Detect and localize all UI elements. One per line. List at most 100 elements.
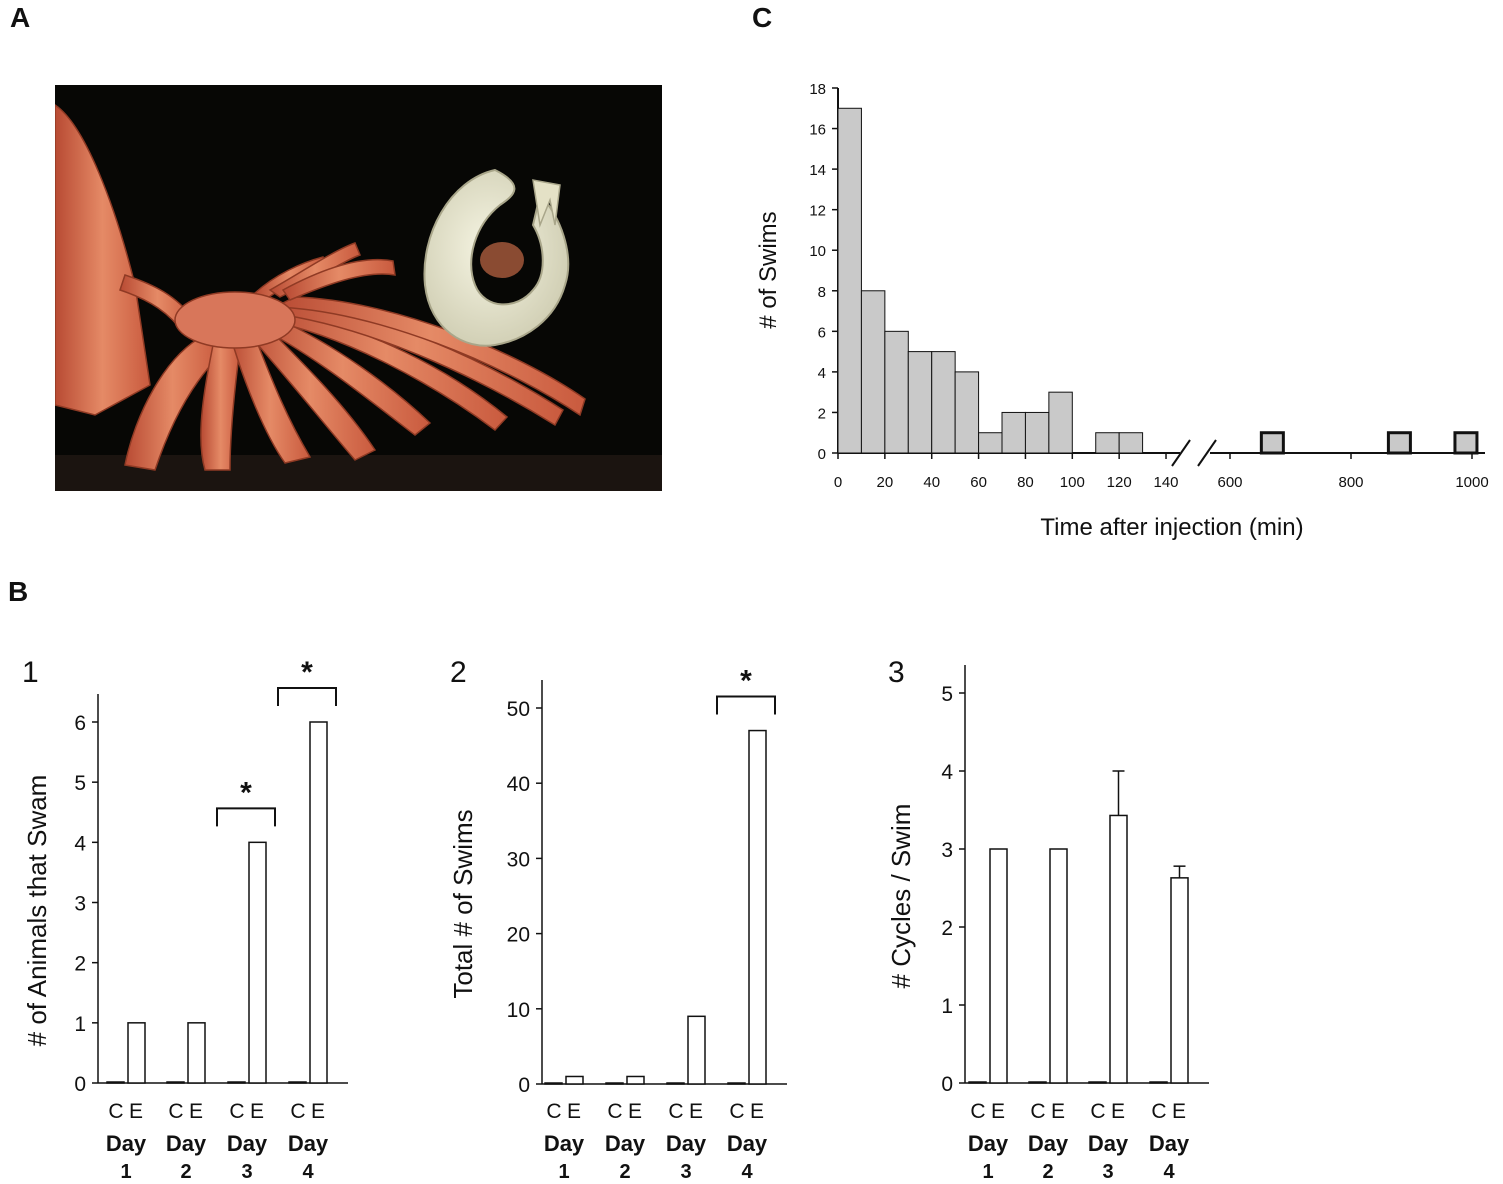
b-y-tick-label: 20 — [507, 924, 530, 947]
b-bar-experimental — [748, 729, 767, 1085]
b-bar-experimental — [187, 1022, 206, 1084]
b-day-number: 1 — [982, 1161, 993, 1183]
b-day-number: 4 — [741, 1161, 753, 1183]
b-day-label: Day — [605, 1131, 646, 1156]
b-day-number: 3 — [680, 1161, 691, 1183]
b-group-label-c: C — [229, 1100, 244, 1123]
b-significance-bracket — [277, 687, 337, 706]
b-y-tick-label: 2 — [941, 917, 953, 940]
b-group-label-c: C — [668, 1100, 683, 1123]
b-bar-experimental — [565, 1075, 584, 1085]
b-y-tick-label: 0 — [518, 1074, 530, 1097]
b-significance-bracket — [716, 695, 776, 715]
c-x-tick-label: 600 — [1217, 474, 1242, 491]
c-y-tick-label: 12 — [809, 203, 826, 220]
c-x-tick-label: 0 — [834, 474, 842, 491]
b-y-tick-label: 5 — [74, 772, 86, 795]
c-y-tick-label: 4 — [818, 365, 826, 382]
b-bar-control — [227, 1081, 246, 1084]
b-y-tick-label: 1 — [74, 1013, 86, 1036]
b-y-tick-label: 2 — [74, 953, 86, 976]
c-histogram-bar-late — [1386, 431, 1412, 455]
b-group-label-e: E — [628, 1100, 642, 1123]
c-x-tick-label: 1000 — [1455, 474, 1488, 491]
b-y-tick-label: 0 — [941, 1073, 953, 1096]
c-y-tick-label: 6 — [818, 324, 826, 341]
b-bar-experimental — [687, 1015, 706, 1085]
c-x-tick-label: 20 — [877, 474, 894, 491]
c-y-tick-label: 16 — [809, 122, 826, 139]
b-day-label: Day — [727, 1131, 768, 1156]
b-day-label: Day — [544, 1131, 585, 1156]
c-x-tick-label: 800 — [1338, 474, 1363, 491]
c-axis-break-mark — [1171, 439, 1191, 467]
b-group-label-c: C — [546, 1100, 561, 1123]
b-day-label: Day — [968, 1131, 1009, 1156]
b-group-label-c: C — [970, 1100, 985, 1123]
b-day-number: 3 — [1102, 1161, 1113, 1183]
b-group-label-e: E — [129, 1100, 143, 1123]
b-day-number: 4 — [302, 1161, 314, 1183]
b-y-tick-label: 40 — [507, 773, 530, 796]
b-y-tick-label: 3 — [74, 893, 86, 916]
c-y-tick-label: 8 — [818, 284, 826, 301]
b-y-tick-label: 1 — [941, 995, 953, 1018]
b-bar-experimental — [989, 848, 1008, 1084]
c-histogram-bar — [1095, 432, 1120, 454]
b-bar-control — [106, 1081, 125, 1084]
b-y-tick-label: 5 — [941, 683, 953, 706]
b-group-label-e: E — [991, 1100, 1005, 1123]
b-bar-experimental — [1109, 814, 1128, 1084]
b-significance-star: * — [740, 665, 752, 698]
b-bar-experimental — [127, 1022, 146, 1084]
b-group-label-e: E — [311, 1100, 325, 1123]
b-group-label-e: E — [1111, 1100, 1125, 1123]
c-y-tick-label: 0 — [818, 446, 826, 463]
b-bar-experimental — [1170, 877, 1189, 1084]
b-y-tick-label: 10 — [507, 999, 530, 1022]
b-y-tick-label: 30 — [507, 848, 530, 871]
b-group-label-c: C — [108, 1100, 123, 1123]
c-y-axis-label: # of Swims — [755, 211, 782, 328]
b-group-label-e: E — [750, 1100, 764, 1123]
b-group-label-c: C — [290, 1100, 305, 1123]
c-histogram-bar — [907, 351, 933, 454]
b-day-number: 1 — [120, 1161, 131, 1183]
b-group-label-e: E — [189, 1100, 203, 1123]
c-histogram-bar — [837, 107, 862, 454]
c-x-tick-label: 80 — [1017, 474, 1034, 491]
b-day-label: Day — [666, 1131, 707, 1156]
b-bar-control — [1149, 1081, 1168, 1084]
b-day-number: 2 — [619, 1161, 630, 1183]
b-y-tick-label: 4 — [74, 832, 86, 855]
c-histogram-bar — [1001, 411, 1026, 454]
b-bar-experimental — [309, 721, 328, 1084]
c-histogram-bar — [1024, 411, 1050, 454]
c-x-tick-label: 100 — [1060, 474, 1085, 491]
b-bar-control — [166, 1081, 185, 1084]
b-day-label: Day — [106, 1131, 147, 1156]
c-x-tick-label: 120 — [1107, 474, 1132, 491]
sea-star-photo — [55, 85, 662, 491]
c-y-tick-label: 14 — [809, 162, 826, 179]
b-bar-control — [544, 1082, 563, 1085]
b-bar-experimental — [248, 841, 267, 1084]
b-panel-number: 2 — [450, 656, 467, 689]
b-group-label-e: E — [250, 1100, 264, 1123]
b-bar-control — [968, 1081, 987, 1084]
b-day-label: Day — [1028, 1131, 1069, 1156]
b-day-label: Day — [166, 1131, 207, 1156]
b-day-label: Day — [288, 1131, 329, 1156]
c-x-axis-label: Time after injection (min) — [1040, 514, 1303, 541]
b-day-label: Day — [1149, 1131, 1190, 1156]
b-y-tick-label: 4 — [941, 761, 953, 784]
b-group-label-e: E — [689, 1100, 703, 1123]
b-bar-control — [605, 1082, 624, 1085]
c-y-tick-label: 18 — [809, 81, 826, 98]
b-significance-star: * — [240, 776, 252, 809]
b-y-axis-label: # Cycles / Swim — [886, 804, 916, 989]
b-group-label-c: C — [1090, 1100, 1105, 1123]
c-y-tick-label: 2 — [818, 405, 826, 422]
